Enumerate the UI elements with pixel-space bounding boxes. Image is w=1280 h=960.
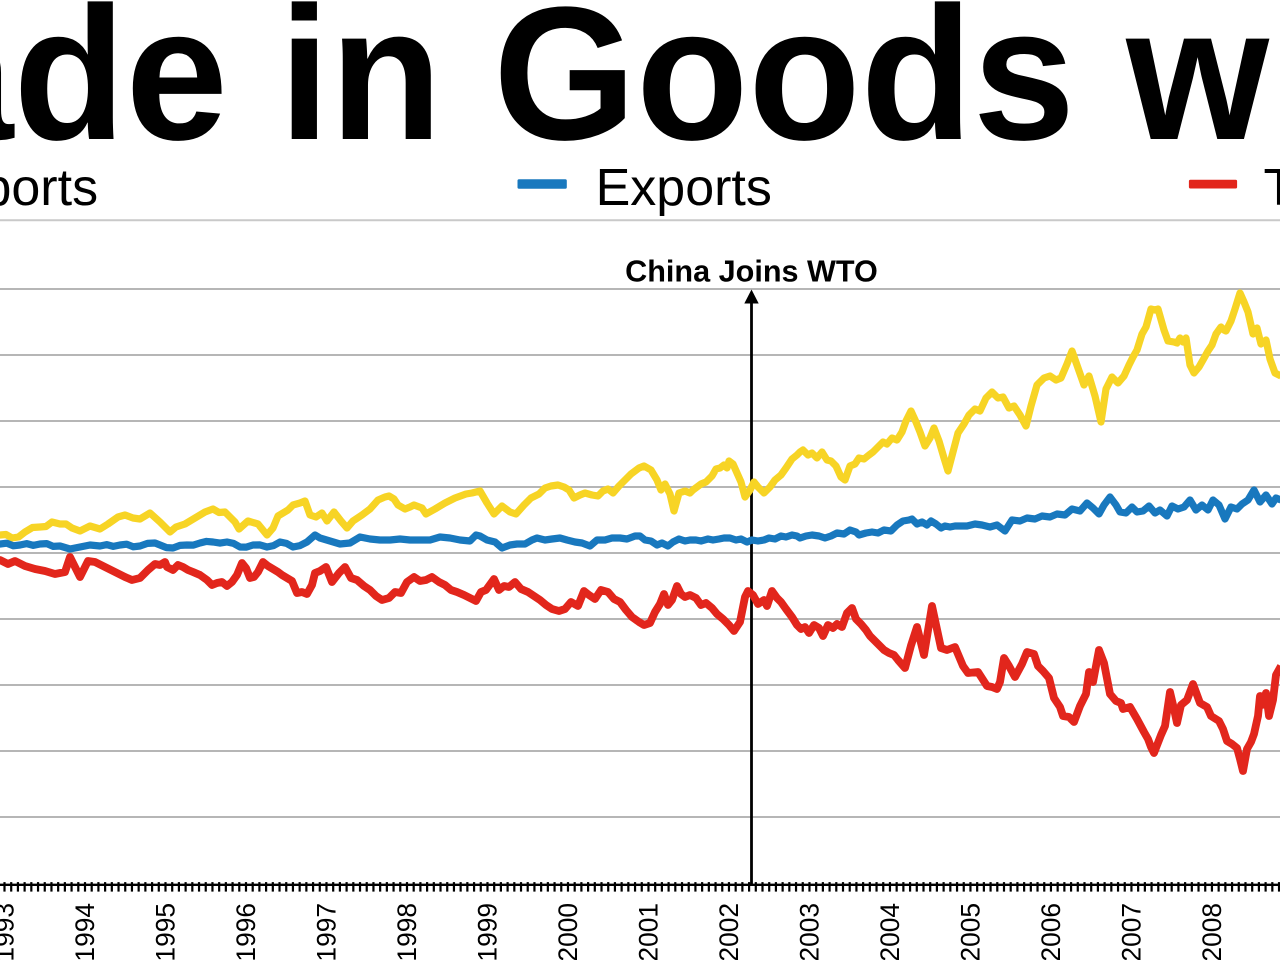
svg-text:1999: 1999 bbox=[473, 903, 503, 960]
svg-text:Exports: Exports bbox=[596, 159, 772, 217]
svg-text:Trade Balance: Trade Balance bbox=[1264, 159, 1280, 217]
svg-text:Trade in Goods with China: Trade in Goods with China bbox=[0, 0, 1280, 180]
svg-text:2001: 2001 bbox=[634, 903, 664, 960]
svg-text:Imports: Imports bbox=[0, 159, 98, 217]
svg-text:2003: 2003 bbox=[795, 903, 825, 960]
svg-text:2005: 2005 bbox=[956, 903, 986, 960]
svg-text:2008: 2008 bbox=[1197, 903, 1227, 960]
svg-text:2000: 2000 bbox=[553, 903, 583, 960]
svg-text:2007: 2007 bbox=[1117, 903, 1147, 960]
svg-text:China Joins WTO: China Joins WTO bbox=[625, 254, 878, 288]
svg-text:2004: 2004 bbox=[875, 903, 905, 960]
svg-text:1993: 1993 bbox=[0, 903, 20, 960]
svg-text:1997: 1997 bbox=[312, 903, 342, 960]
svg-text:2002: 2002 bbox=[714, 903, 744, 960]
svg-text:1998: 1998 bbox=[392, 903, 422, 960]
svg-text:1995: 1995 bbox=[151, 903, 181, 960]
svg-text:1996: 1996 bbox=[231, 903, 261, 960]
svg-text:2006: 2006 bbox=[1036, 903, 1066, 960]
svg-text:1994: 1994 bbox=[70, 903, 100, 960]
